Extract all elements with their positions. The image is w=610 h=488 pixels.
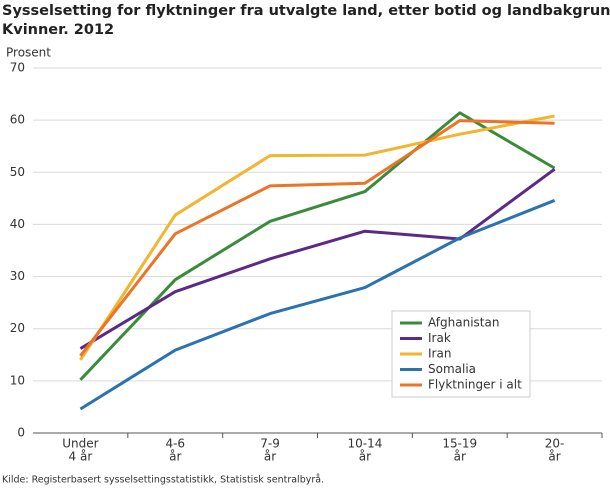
line [79,114,555,361]
x-tick-label: 4 år [69,450,93,464]
x-tick-label: 20- [545,437,565,451]
x-tick-label: 4-6 [165,437,185,451]
x-tick-label: år [359,450,371,464]
x-tick-label: år [548,450,560,464]
x-tick-label: Under [62,437,98,451]
x-tick-label: år [264,450,276,464]
chart-title: Kvinner. 2012 [2,22,114,38]
y-tick-label: 70 [10,61,25,75]
y-tick-label: 20 [10,321,25,335]
x-tick-label: år [169,450,181,464]
source: Kilde: Registerbasert sysselsettingsstat… [2,475,324,486]
x-tick-label: år [454,450,466,464]
y-tick-label: 40 [10,217,25,231]
y-tick-label: 50 [10,165,25,179]
legend-label: Irak [428,331,451,345]
x-tick-label: 10-14 [347,437,382,451]
y-axis-label: Prosent [6,46,51,60]
y-tick-label: 30 [10,269,25,283]
line [79,199,556,411]
y-tick-label: 0 [17,426,25,440]
x-tick-label: 15-19 [442,437,477,451]
legend-label: Afghanistan [428,316,499,330]
line [79,119,555,357]
chart-title: Sysselsetting for flyktninger fra utvalg… [2,3,610,19]
legend-label: Somalia [428,362,476,376]
y-tick-label: 60 [10,113,25,127]
legend-label: Iran [428,347,451,361]
line [79,167,556,350]
legend-label: Flyktninger i alt [428,378,522,392]
x-tick-label: 7-9 [260,437,280,451]
y-tick-label: 10 [10,373,25,387]
